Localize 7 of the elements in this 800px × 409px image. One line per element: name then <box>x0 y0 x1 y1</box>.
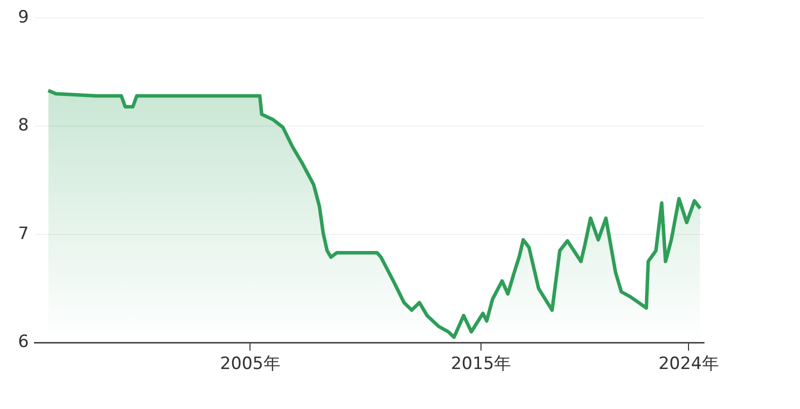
y-tick-label: 7 <box>18 224 29 244</box>
y-tick-label: 8 <box>18 116 29 136</box>
x-tick-label: 2015年 <box>450 354 512 374</box>
y-tick-label: 6 <box>18 332 29 352</box>
x-tick-label: 2005年 <box>220 354 280 374</box>
x-tick-label: 2024年 <box>658 354 719 374</box>
y-tick-label: 9 <box>18 7 29 28</box>
